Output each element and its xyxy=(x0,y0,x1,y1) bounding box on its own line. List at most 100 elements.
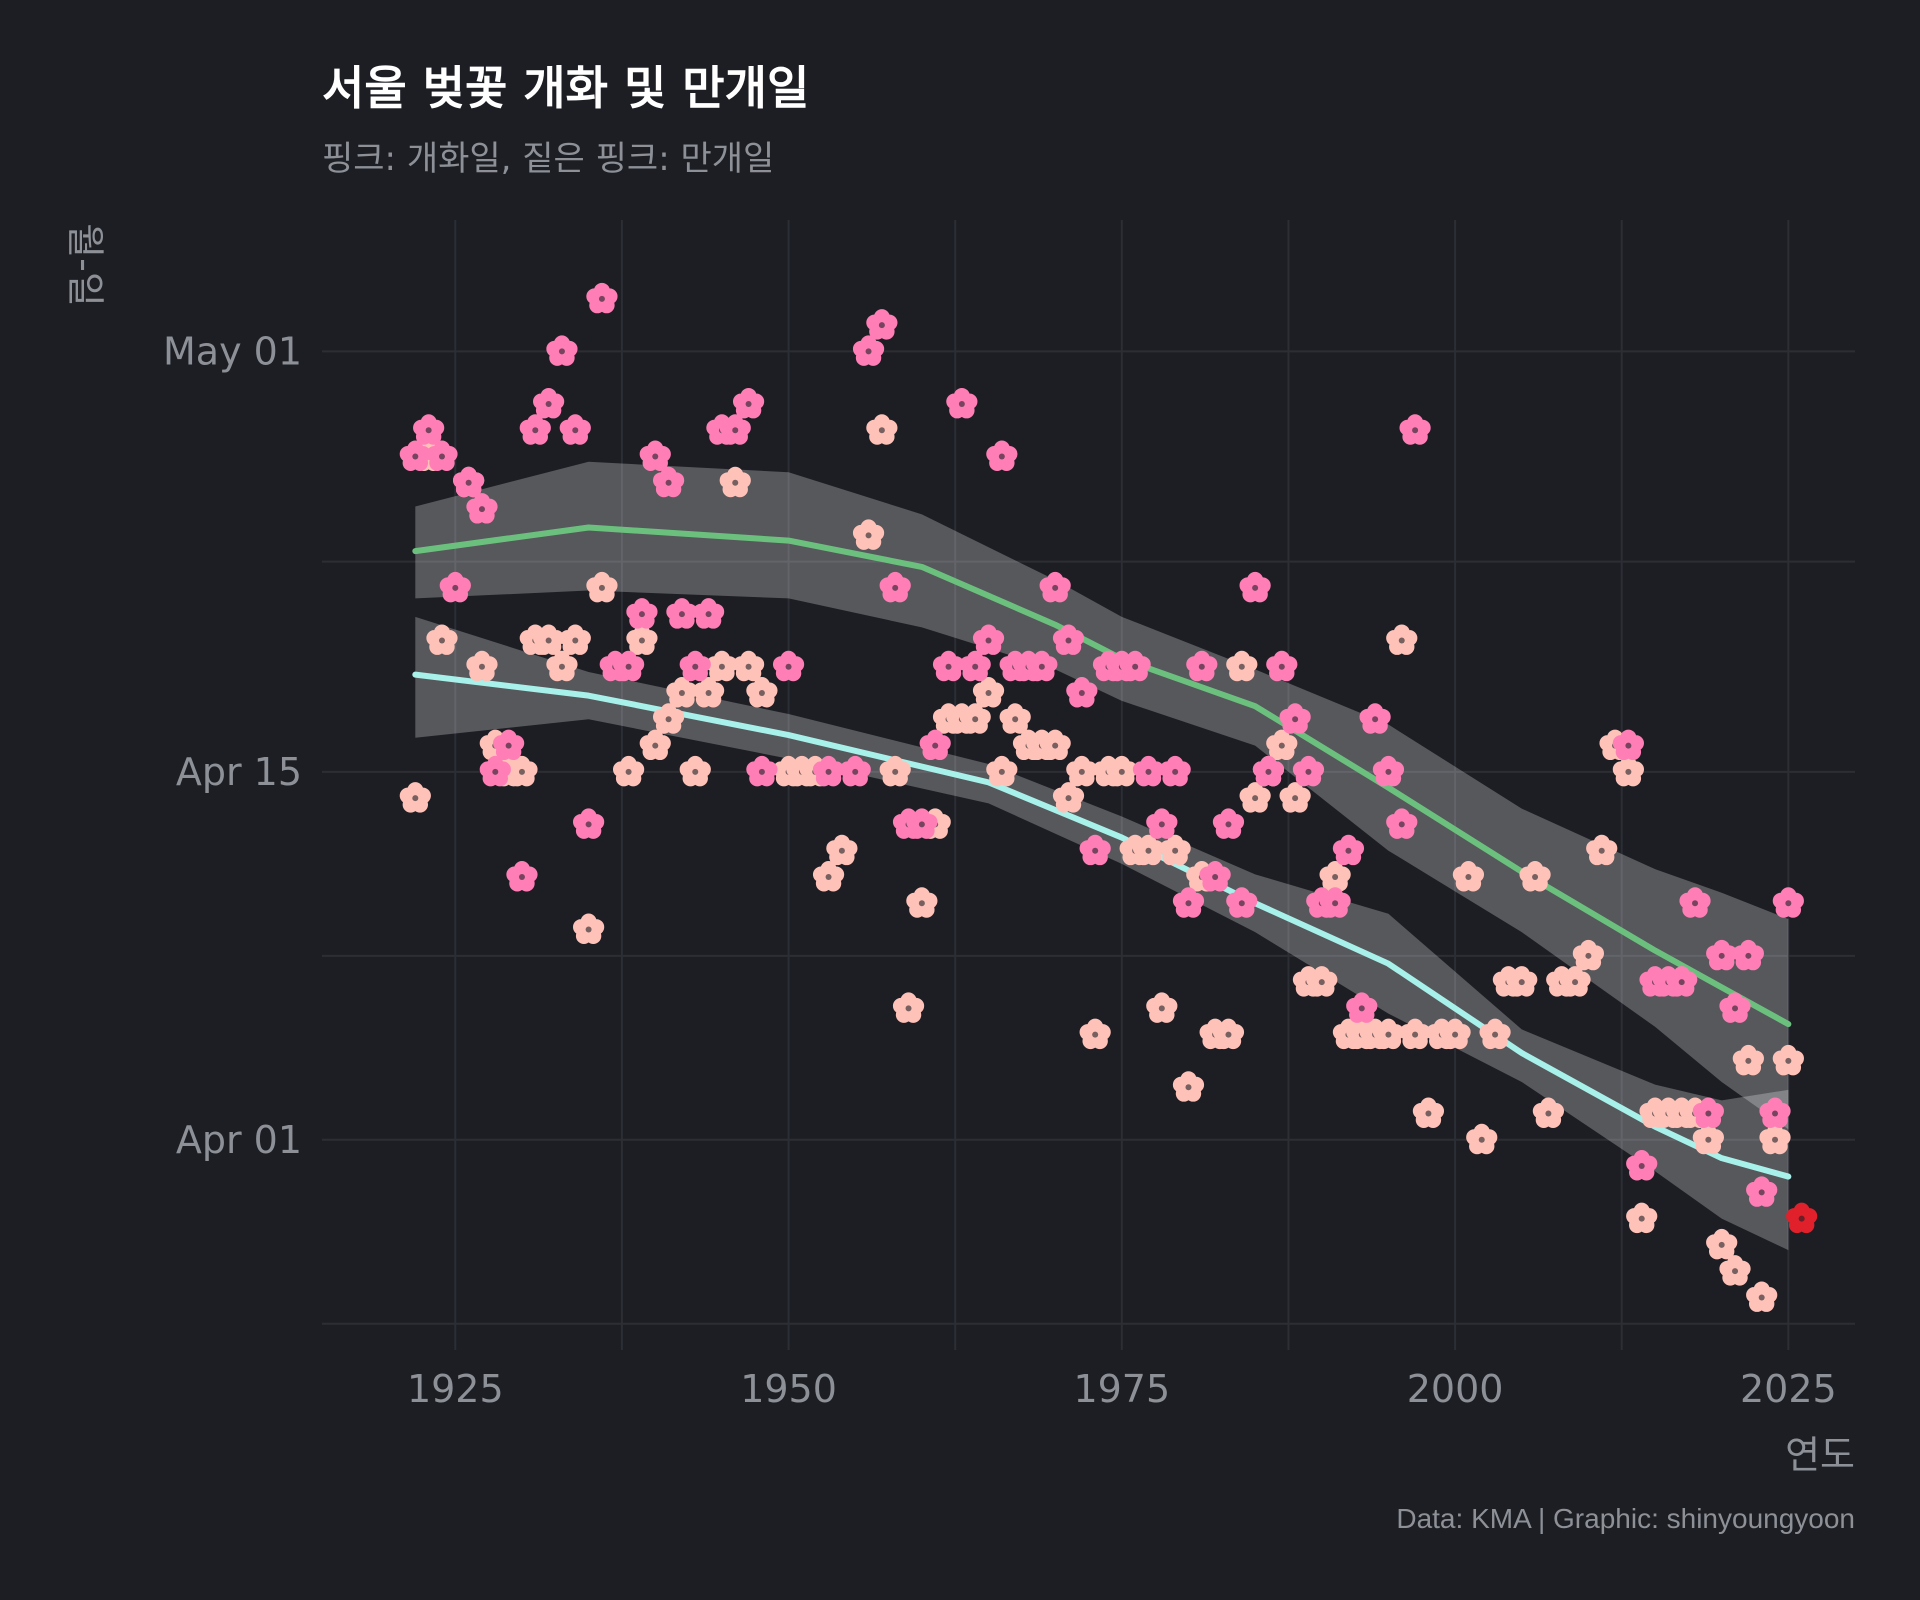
blossom-center xyxy=(825,768,832,775)
data-point xyxy=(612,650,645,682)
blossom-center xyxy=(1038,663,1045,670)
confidence-ribbons xyxy=(415,461,1789,1251)
data-point xyxy=(1132,755,1165,787)
data-point xyxy=(1466,1123,1498,1155)
blossom-center xyxy=(1132,663,1139,670)
data-point xyxy=(426,440,458,471)
data-point xyxy=(959,650,991,682)
data-point xyxy=(1186,650,1218,682)
blossom-center xyxy=(678,690,685,697)
blossom-center xyxy=(1252,584,1259,591)
blossom-center xyxy=(1758,1189,1765,1196)
data-point xyxy=(1039,571,1071,603)
data-point xyxy=(652,703,685,734)
blossom-center xyxy=(1358,1005,1365,1012)
blossom-center xyxy=(478,663,485,670)
chart-subtitle: 핑크: 개화일, 짙은 핑크: 만개일 xyxy=(322,139,774,179)
data-point xyxy=(719,466,751,498)
data-point xyxy=(719,414,751,445)
data-point xyxy=(1172,887,1205,918)
data-point xyxy=(986,440,1018,471)
data-point xyxy=(1386,624,1418,655)
blossom-center xyxy=(678,611,685,618)
data-point xyxy=(1026,650,1058,682)
blossom-center xyxy=(1772,1136,1779,1143)
blossom-center xyxy=(998,768,1005,775)
data-point xyxy=(1346,992,1378,1023)
data-point xyxy=(559,414,591,445)
data-point xyxy=(1146,992,1178,1023)
data-point xyxy=(1746,1176,1778,1207)
data-point xyxy=(1479,1018,1511,1050)
blossom-center xyxy=(585,926,592,933)
data-point xyxy=(533,387,565,419)
blossom-center xyxy=(638,611,645,618)
blossom-center xyxy=(1292,716,1299,723)
data-point xyxy=(1746,1281,1778,1312)
data-point xyxy=(1306,966,1338,997)
data-point xyxy=(666,677,698,708)
blossom-center xyxy=(1705,1136,1712,1143)
data-point xyxy=(852,519,885,550)
data-point xyxy=(692,598,725,629)
data-point xyxy=(746,755,778,787)
blossom-center xyxy=(892,584,899,591)
data-point xyxy=(1106,755,1138,787)
blossom-center xyxy=(1585,952,1592,959)
blossom-center xyxy=(1012,716,1019,723)
blossom-center xyxy=(1518,979,1525,986)
blossom-center xyxy=(1492,1031,1499,1038)
data-point xyxy=(572,808,605,839)
data-point xyxy=(679,650,711,682)
data-point xyxy=(1692,1097,1724,1128)
data-point xyxy=(746,677,778,708)
blossom-center xyxy=(985,637,992,644)
data-point xyxy=(1706,939,1738,971)
blossom-center xyxy=(1332,873,1339,880)
blossom-center xyxy=(1678,979,1685,986)
blossom-center xyxy=(1158,821,1165,828)
data-point xyxy=(812,755,845,787)
data-point xyxy=(972,624,1005,655)
blossom-center xyxy=(1718,1241,1725,1248)
data-point xyxy=(959,703,991,734)
blossom-center xyxy=(1572,979,1579,986)
data-point xyxy=(1319,887,1351,918)
data-point xyxy=(1252,755,1285,787)
data-point xyxy=(1719,992,1751,1023)
data-point xyxy=(1212,1018,1245,1050)
y-axis-title: 월-일 xyxy=(63,223,107,307)
blossom-center xyxy=(878,427,885,434)
blossom-center xyxy=(665,479,672,486)
blossom-center xyxy=(438,453,445,460)
confidence-ribbon-1 xyxy=(415,616,1789,1251)
blossom-center xyxy=(532,427,539,434)
data-point xyxy=(1159,755,1191,787)
blossom-center xyxy=(745,400,752,407)
data-point xyxy=(1332,834,1365,866)
data-point xyxy=(1572,939,1605,971)
blossom-center xyxy=(1185,900,1192,907)
confidence-ribbon-2 xyxy=(415,461,1789,1130)
blossom-center xyxy=(865,532,872,539)
blossom-center xyxy=(1265,768,1272,775)
data-point xyxy=(493,729,525,761)
blossom-center xyxy=(1598,847,1605,854)
blossom-center xyxy=(1212,873,1219,880)
data-point xyxy=(1226,887,1258,918)
blossom-center xyxy=(1398,821,1405,828)
data-point xyxy=(1146,808,1178,839)
data-point xyxy=(986,755,1018,787)
data-point xyxy=(732,650,765,682)
data-point xyxy=(1199,860,1231,892)
blossom-center xyxy=(918,900,925,907)
data-point xyxy=(1079,834,1111,866)
blossom-center xyxy=(478,506,485,513)
blossom-center xyxy=(705,611,712,618)
blossom-center xyxy=(758,768,765,775)
blossom-center xyxy=(1092,847,1099,854)
data-point xyxy=(1586,834,1618,866)
blossom-center xyxy=(1385,1031,1392,1038)
blossom-center xyxy=(972,663,979,670)
data-point xyxy=(1052,624,1085,655)
